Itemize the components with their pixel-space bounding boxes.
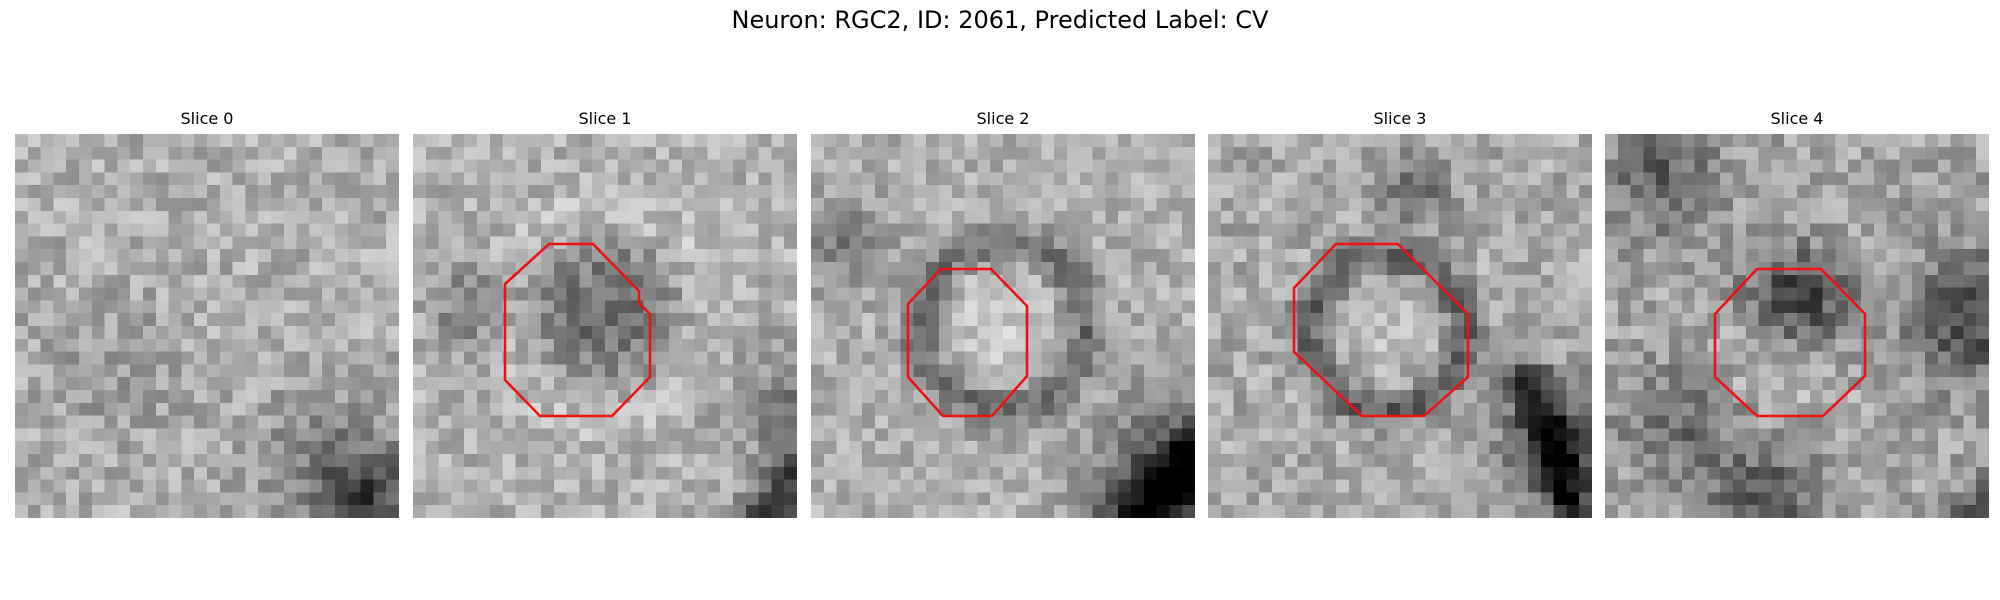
slice-3-image [1208,134,1592,518]
slice-4-image [1605,134,1989,518]
slice-3-outline [1292,242,1470,418]
slice-4-pixels [1605,134,1989,518]
slice-1-title: Slice 1 [578,109,632,128]
slice-4-outline [1713,267,1867,418]
figure-title: Neuron: RGC2, ID: 2061, Predicted Label:… [731,6,1269,34]
slice-0-pixels [15,134,399,518]
slice-1-image [413,134,797,518]
slice-2-outline [906,267,1029,418]
slice-2-title: Slice 2 [976,109,1030,128]
slice-0-image [15,134,399,518]
slice-0-title: Slice 0 [180,109,234,128]
slice-3-pixels [1208,134,1592,518]
slice-1-pixels [413,134,797,518]
slice-1-outline [503,242,652,418]
slice-2-image [811,134,1195,518]
slice-3-title: Slice 3 [1373,109,1427,128]
slice-4-title: Slice 4 [1770,109,1824,128]
slice-2-pixels [811,134,1195,518]
